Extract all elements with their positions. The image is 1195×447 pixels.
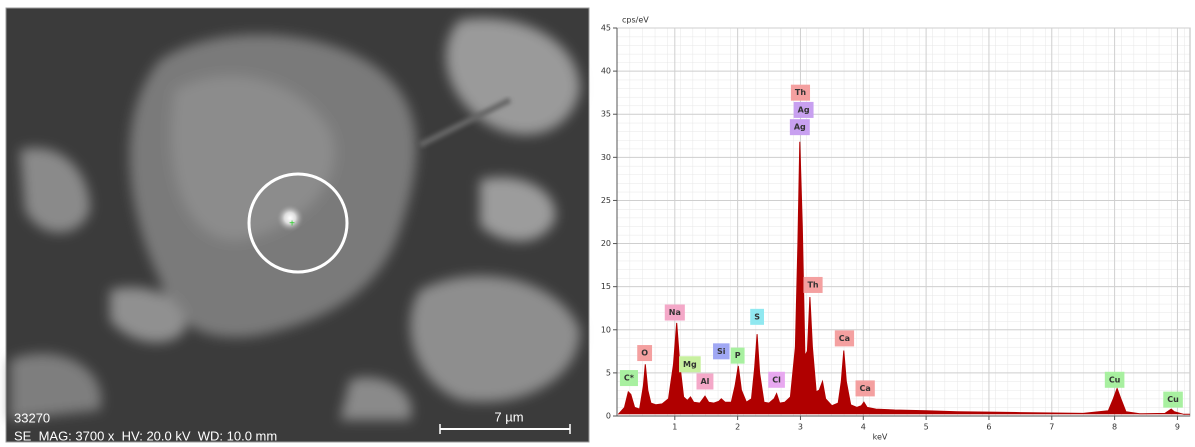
peak-label: Al [700, 377, 709, 386]
peak-label: Cu [1109, 375, 1121, 384]
x-tick-label: 6 [986, 423, 991, 432]
y-tick-label: 30 [601, 153, 611, 162]
x-tick-label: 4 [861, 423, 866, 432]
y-tick-label: 40 [601, 67, 611, 76]
y-tick-label: 10 [601, 325, 611, 334]
crosshair: + [289, 219, 295, 230]
image-id: 33270 [14, 410, 50, 425]
x-tick-label: 8 [1112, 423, 1117, 432]
figure: + 33270 SE MAG: 3700 x HV: 20.0 kV WD: 1… [0, 0, 1195, 443]
peak-label: Ca [839, 334, 850, 343]
y-tick-label: 5 [606, 368, 611, 377]
peak-label: Cl [772, 375, 781, 384]
plot-area [617, 28, 1190, 416]
x-axis-label: keV [873, 433, 888, 442]
peak-label: P [735, 351, 741, 360]
scale-bar-label: 7 µm [494, 409, 523, 424]
peak-label: Ca [860, 384, 871, 393]
y-tick-label: 35 [601, 110, 611, 119]
peak-label: S [754, 312, 760, 321]
peak-label: Na [669, 308, 681, 317]
peak-label: Th [807, 280, 818, 289]
page: + 33270 SE MAG: 3700 x HV: 20.0 kV WD: 1… [0, 0, 1195, 443]
x-tick-label: 1 [672, 423, 677, 432]
peak-label: Ag [794, 123, 806, 132]
y-axis-label: cps/eV [622, 16, 649, 25]
peak-label: Si [717, 347, 726, 356]
peak-label: C* [624, 374, 635, 383]
x-tick-label: 2 [735, 423, 740, 432]
peak-label: O [641, 349, 648, 358]
peak-label: Ag [798, 105, 810, 114]
peak-label: Cu [1167, 395, 1179, 404]
sem-image: + 33270 SE MAG: 3700 x HV: 20.0 kV WD: 1… [6, 8, 589, 443]
y-tick-label: 45 [601, 24, 611, 33]
image-info: SE MAG: 3700 x HV: 20.0 kV WD: 10.0 mm [14, 428, 277, 443]
y-tick-label: 0 [606, 412, 611, 421]
peak-label: Mg [683, 360, 697, 369]
y-tick-label: 15 [601, 282, 611, 291]
x-tick-label: 3 [798, 423, 803, 432]
x-tick-label: 7 [1049, 423, 1054, 432]
peak-label: Th [795, 88, 806, 97]
x-tick-label: 5 [924, 423, 929, 432]
x-tick-label: 9 [1175, 423, 1180, 432]
y-tick-label: 20 [601, 239, 611, 248]
y-tick-label: 25 [601, 196, 611, 205]
